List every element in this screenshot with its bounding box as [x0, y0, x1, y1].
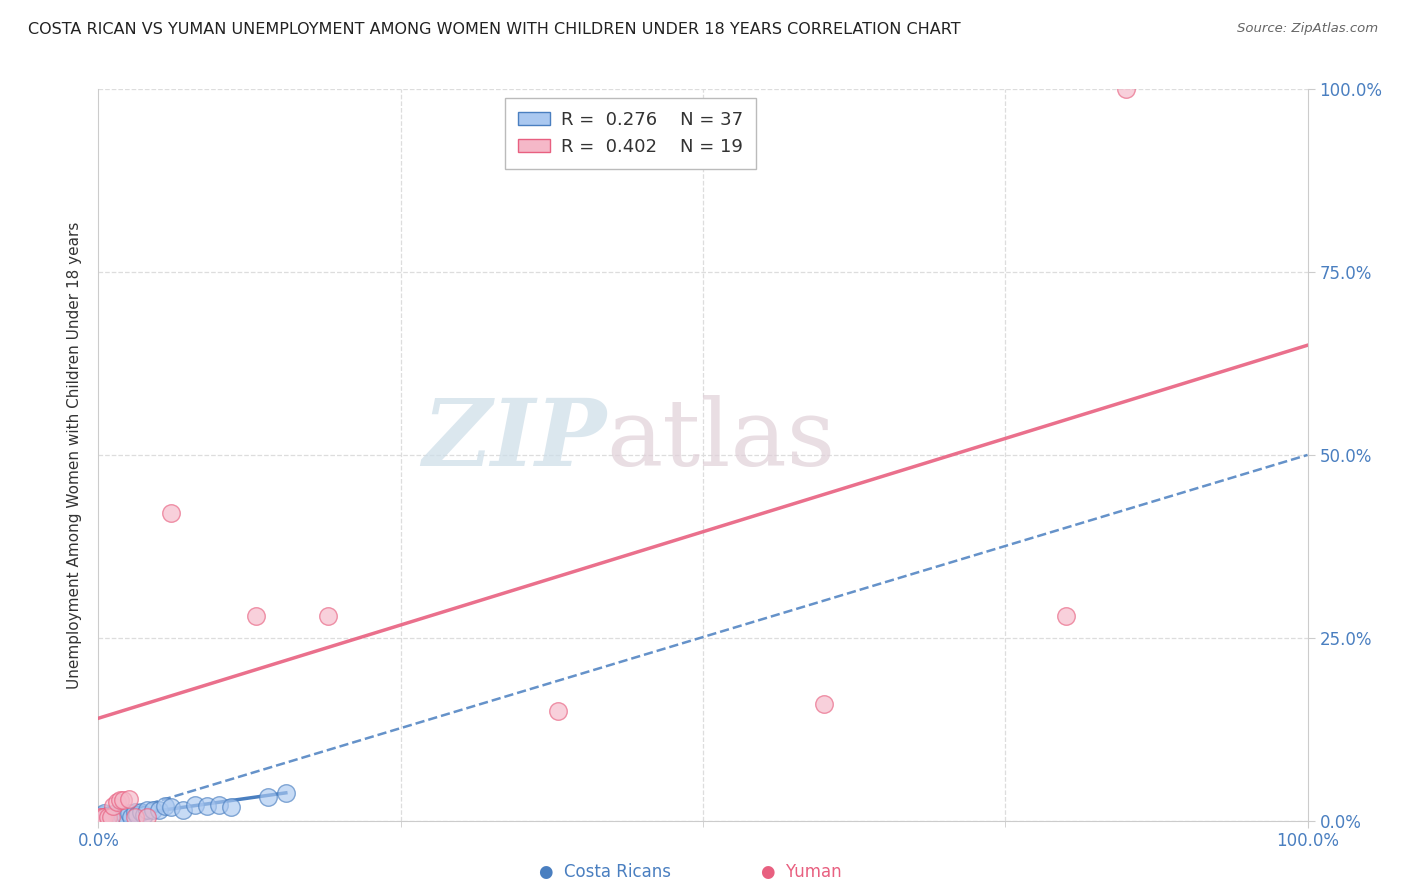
- Point: [101, 799, 124, 814]
- Y-axis label: Unemployment Among Women with Children Under 18 years: Unemployment Among Women with Children U…: [67, 221, 83, 689]
- Point: [142, 803, 165, 817]
- Point: [103, 810, 125, 824]
- Point: [91, 810, 114, 824]
- Point: [245, 608, 267, 623]
- Point: [124, 810, 146, 824]
- Point: [129, 805, 152, 819]
- Point: [184, 797, 207, 812]
- Point: [114, 807, 136, 822]
- Point: [96, 808, 118, 822]
- Text: COSTA RICAN VS YUMAN UNEMPLOYMENT AMONG WOMEN WITH CHILDREN UNDER 18 YEARS CORRE: COSTA RICAN VS YUMAN UNEMPLOYMENT AMONG …: [28, 22, 960, 37]
- Text: ●  Costa Ricans: ● Costa Ricans: [538, 863, 671, 881]
- Point: [127, 807, 149, 822]
- Point: [134, 807, 156, 822]
- Point: [93, 806, 115, 821]
- Point: [195, 799, 218, 814]
- Text: atlas: atlas: [606, 395, 835, 485]
- Point: [221, 800, 243, 814]
- Point: [94, 810, 117, 824]
- Point: [160, 800, 183, 814]
- Point: [1115, 82, 1137, 96]
- Text: ●  Yuman: ● Yuman: [761, 863, 842, 881]
- Point: [153, 799, 176, 814]
- Point: [93, 810, 115, 824]
- Point: [107, 807, 129, 822]
- Point: [316, 608, 339, 623]
- Point: [148, 803, 170, 817]
- Point: [118, 791, 141, 805]
- Point: [104, 806, 127, 821]
- Point: [91, 810, 114, 824]
- Point: [547, 704, 569, 718]
- Point: [100, 810, 122, 824]
- Point: [118, 806, 141, 821]
- Point: [120, 810, 142, 824]
- Point: [274, 786, 297, 800]
- Point: [100, 810, 122, 824]
- Text: ZIP: ZIP: [422, 395, 606, 485]
- Point: [135, 803, 157, 817]
- Point: [1054, 608, 1077, 623]
- Point: [160, 507, 183, 521]
- Point: [90, 810, 112, 824]
- Point: [208, 797, 231, 812]
- Point: [108, 810, 131, 824]
- Point: [111, 810, 134, 824]
- Point: [111, 793, 134, 807]
- Point: [105, 810, 128, 824]
- Point: [101, 807, 124, 822]
- Point: [256, 790, 278, 805]
- Legend: R =  0.276    N = 37, R =  0.402    N = 19: R = 0.276 N = 37, R = 0.402 N = 19: [505, 98, 756, 169]
- Point: [100, 810, 122, 824]
- Point: [91, 807, 114, 822]
- Point: [135, 810, 157, 824]
- Point: [105, 796, 128, 810]
- Point: [124, 805, 146, 819]
- Point: [172, 803, 194, 817]
- Point: [108, 793, 131, 807]
- Point: [97, 810, 120, 824]
- Point: [89, 810, 111, 824]
- Point: [98, 807, 121, 822]
- Point: [97, 810, 120, 824]
- Point: [813, 697, 835, 711]
- Point: [89, 810, 111, 824]
- Text: Source: ZipAtlas.com: Source: ZipAtlas.com: [1237, 22, 1378, 36]
